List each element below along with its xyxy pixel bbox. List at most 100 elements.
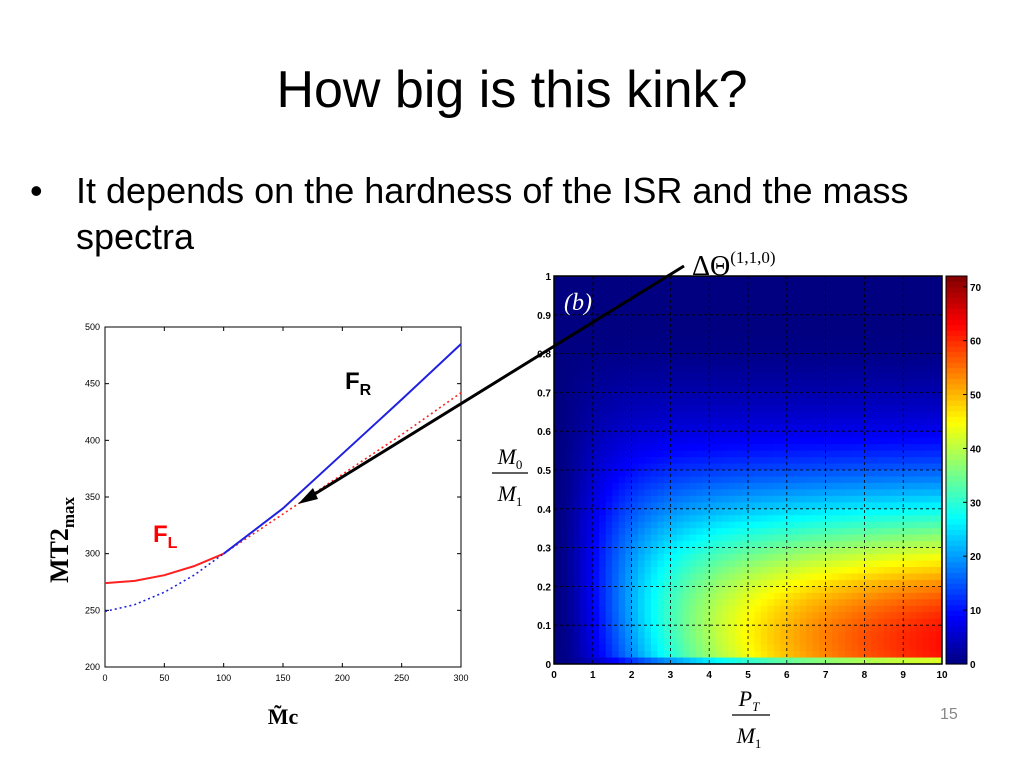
heatmap-cell — [845, 554, 853, 562]
heatmap-cell — [748, 463, 756, 471]
heatmap-cell — [929, 334, 937, 342]
heatmap-cell — [566, 340, 574, 348]
heatmap-cell — [638, 282, 646, 290]
heatmap-cell — [832, 560, 840, 568]
heatmap-cell — [877, 398, 885, 406]
heatmap-cell — [870, 470, 878, 478]
colorbar-segment — [946, 610, 967, 617]
heatmap-cell — [825, 282, 833, 290]
heatmap-cell — [780, 644, 788, 652]
heatmap-cell — [702, 579, 710, 587]
heatmap-cell — [935, 554, 942, 562]
heatmap-cell — [644, 638, 652, 646]
heatmap-cell — [903, 592, 911, 600]
heatmap-cell — [599, 508, 607, 516]
heatmap-cell — [760, 295, 768, 303]
heatmap-cell — [903, 437, 911, 445]
heatmap-cell — [903, 554, 911, 562]
heatmap-cell — [566, 644, 574, 652]
heatmap-cell — [845, 638, 853, 646]
heatmap-cell — [651, 340, 659, 348]
heatmap-cell — [702, 528, 710, 536]
heatmap-cell — [586, 411, 594, 419]
heatmap-cell — [935, 321, 942, 329]
heatmap-cell — [735, 405, 743, 413]
heatmap-cell — [883, 547, 891, 555]
heatmap-cell — [793, 638, 801, 646]
heatmap-cell — [799, 353, 807, 361]
heatmap-cell — [793, 424, 801, 432]
heatmap-cell — [676, 301, 684, 309]
heatmap-cell — [573, 567, 581, 575]
heatmap-cell — [832, 431, 840, 439]
heatmap-cell — [793, 288, 801, 296]
heatmap-cell — [625, 418, 633, 426]
heatmap-cell — [735, 554, 743, 562]
heatmap-cell — [786, 373, 794, 381]
heatmap-cell — [812, 573, 820, 581]
heatmap-cell — [579, 470, 587, 478]
heatmap-cell — [845, 644, 853, 652]
heatmap-cell — [618, 470, 626, 478]
heatmap-cell — [554, 541, 562, 549]
heatmap-cell — [728, 334, 736, 342]
heatmap-cell — [715, 295, 723, 303]
heatmap-cell — [657, 470, 665, 478]
heatmap-cell — [579, 586, 587, 594]
heatmap-cell — [890, 592, 898, 600]
heatmap-cell — [909, 288, 917, 296]
heatmap-cell — [767, 612, 775, 620]
heatmap-cell — [845, 521, 853, 529]
heatmap-cell — [754, 586, 762, 594]
heatmap-cell — [638, 366, 646, 374]
heatmap-cell — [573, 482, 581, 490]
heatmap-cell — [689, 276, 697, 284]
heatmap-cell — [929, 288, 937, 296]
heatmap-cell — [935, 392, 942, 400]
heatmap-cell — [754, 657, 762, 664]
colorbar-segment — [946, 529, 967, 536]
heatmap-cell — [896, 347, 904, 355]
heatmap-cell — [909, 638, 917, 646]
heatmap-cell — [612, 385, 620, 393]
heatmap-cell — [780, 560, 788, 568]
heatmap-cell — [625, 392, 633, 400]
heatmap-cell — [631, 366, 639, 374]
heatmap-cell — [890, 450, 898, 458]
heatmap-cell — [896, 599, 904, 607]
heatmap-cell — [663, 366, 671, 374]
heatmap-cell — [877, 295, 885, 303]
heatmap-cell — [683, 502, 691, 510]
heatmap-cell — [566, 431, 574, 439]
heatmap-cell — [748, 651, 756, 659]
heatmap-cell — [845, 515, 853, 523]
heatmap-cell — [780, 489, 788, 497]
heatmap-cell — [663, 508, 671, 516]
heatmap-cell — [696, 314, 704, 322]
heatmap-cell — [793, 405, 801, 413]
heatmap-cell — [935, 424, 942, 432]
heatmap-cell — [903, 631, 911, 639]
heatmap-cell — [612, 424, 620, 432]
heatmap-cell — [625, 573, 633, 581]
heatmap-cell — [799, 605, 807, 613]
heatmap-cell — [579, 424, 587, 432]
heatmap-cell — [922, 541, 930, 549]
heatmap-cell — [760, 470, 768, 478]
heatmap-cell — [631, 276, 639, 284]
heatmap-cell — [896, 327, 904, 335]
heatmap-cell — [631, 586, 639, 594]
heatmap-cell — [722, 638, 730, 646]
heatmap-cell — [786, 521, 794, 529]
heatmap-cell — [689, 379, 697, 387]
heatmap-cell — [728, 599, 736, 607]
heatmap-cell — [857, 657, 865, 664]
heatmap-cell — [773, 515, 781, 523]
heatmap-cell — [612, 360, 620, 368]
heatmap-cell — [599, 482, 607, 490]
heatmap-cell — [864, 424, 872, 432]
heatmap-cell — [573, 534, 581, 542]
colorbar-segment — [946, 356, 967, 363]
heatmap-cell — [670, 521, 678, 529]
heatmap-cell — [683, 489, 691, 497]
